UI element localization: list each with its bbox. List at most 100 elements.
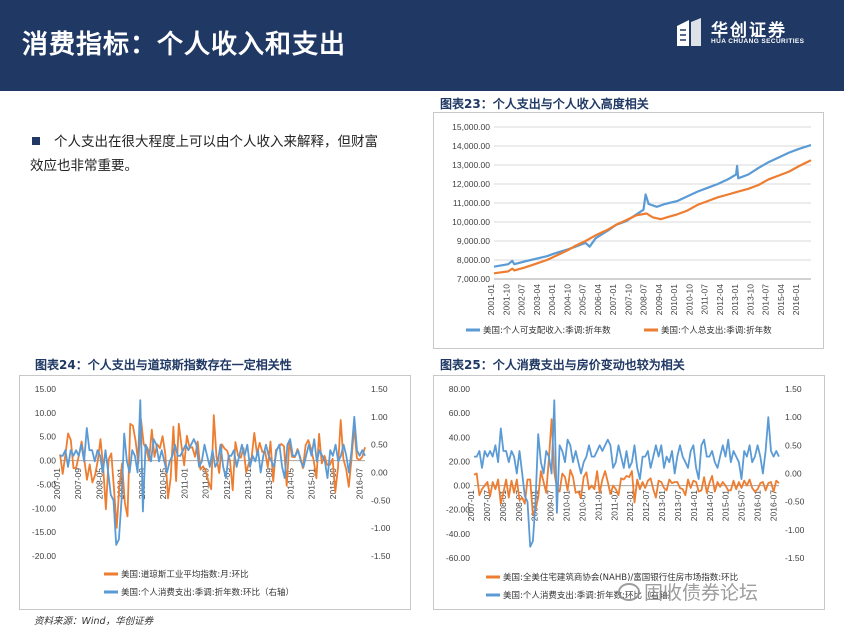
series-line-2 bbox=[474, 399, 780, 548]
x-tick-label: 2007-07 bbox=[482, 490, 492, 521]
x-tick-label: 2001-10 bbox=[501, 284, 511, 315]
series-line-1 bbox=[59, 414, 366, 529]
header-bar: 消费指标：个人收入和支出 华创证券 HUA CHUANG SECURITIES bbox=[0, 0, 844, 91]
x-tick-label: 2002-07 bbox=[517, 284, 527, 315]
y2-tick-label: 1.00 bbox=[785, 412, 802, 422]
x-tick-label: 2015-09 bbox=[328, 468, 338, 499]
x-tick-label: 2011-09 bbox=[201, 468, 211, 499]
x-tick-label: 2010-01 bbox=[562, 490, 572, 521]
chart25-svg: 80.00 60.00 40.00 20.00 0.00 -20.00 -40.00 -60.… bbox=[446, 384, 805, 601]
x-tick-label: 2013-01 bbox=[657, 490, 667, 521]
x-tick-label: 2011-01 bbox=[593, 490, 603, 521]
y2-tick-label: 0.00 bbox=[785, 469, 802, 479]
x-tick-label: 2005-07 bbox=[578, 284, 588, 315]
legend-label-1: 美国:个人可支配收入:季调:折年数 bbox=[483, 325, 611, 336]
y-tick-label: 13,000.00 bbox=[452, 160, 490, 170]
y-tick-label: 10.00 bbox=[35, 408, 57, 418]
x-tick-label: 2003-04 bbox=[532, 284, 542, 315]
watermark: 固收债券论坛 bbox=[618, 578, 758, 605]
page-title: 消费指标：个人收入和支出 bbox=[22, 30, 347, 60]
x-tick-label: 2016-07 bbox=[354, 468, 364, 499]
x-tick-label: 2007-01 bbox=[608, 284, 618, 315]
legend-label-1: 美国:全美住宅建筑商协会(NAHB)/富国银行住房市场指数:环比 bbox=[503, 572, 738, 583]
y2-tick-label: -1.00 bbox=[785, 525, 805, 535]
y-tick-label: 40.00 bbox=[449, 432, 471, 442]
legend-label-2: 美国:个人消费支出:季调:折年数:环比（右轴） bbox=[121, 587, 294, 598]
bullet-point: 个人支出在很大程度上可以由个人收入来解释，但财富效应也非常重要。 bbox=[30, 130, 390, 178]
x-tick-label: 2011-07 bbox=[609, 490, 619, 521]
y2-tick-label: 0.50 bbox=[371, 440, 388, 450]
brand-subtitle: HUA CHUANG SECURITIES bbox=[711, 38, 805, 45]
x-tick-label: 2011-07 bbox=[700, 284, 710, 315]
y-tick-label: 60.00 bbox=[449, 408, 471, 418]
chart24-title: 图表24：个人支出与道琼斯指数存在一定相关性 bbox=[35, 358, 292, 372]
x-tick-label: 2014-07 bbox=[705, 490, 715, 521]
y-tick-label: -40.00 bbox=[446, 529, 470, 539]
brand-name: 华创证券 bbox=[711, 21, 787, 41]
x-tick-label: 2016-01 bbox=[753, 490, 763, 521]
chart24-panel: 15.00 10.00 5.00 0.00 -5.00 -10.00 -15.00 -20.0… bbox=[19, 375, 411, 610]
x-tick-label: 2010-05 bbox=[158, 468, 168, 499]
x-tick-label: 2011-01 bbox=[179, 468, 189, 499]
x-tick-label: 2010-10 bbox=[684, 284, 694, 315]
y-tick-label: 9,000.00 bbox=[457, 236, 490, 246]
x-tick-label: 2007-01 bbox=[52, 468, 62, 499]
series-line-1 bbox=[473, 418, 780, 516]
y-tick-label: 7,000.00 bbox=[457, 274, 490, 284]
y2-tick-label: 0.50 bbox=[785, 440, 802, 450]
y-tick-label: 14,000.00 bbox=[452, 141, 490, 151]
y2-tick-label: 1.00 bbox=[371, 412, 388, 422]
x-tick-label: 2013-07 bbox=[673, 490, 683, 521]
x-tick-label: 2015-04 bbox=[776, 284, 786, 315]
x-tick-label: 2009-04 bbox=[654, 284, 664, 315]
x-tick-label: 2006-04 bbox=[593, 284, 603, 315]
x-tick-label: 2013-01 bbox=[243, 468, 253, 499]
x-tick-label: 2012-04 bbox=[715, 284, 725, 315]
brand-logo-icon bbox=[677, 18, 701, 46]
x-tick-label: 2015-01 bbox=[721, 490, 731, 521]
legend-label-2: 美国:个人总支出:季调:折年数 bbox=[661, 325, 772, 336]
y2-tick-label: 0.00 bbox=[371, 468, 388, 478]
y-tick-label: 15.00 bbox=[35, 384, 57, 394]
y2-tick-label: 1.50 bbox=[785, 384, 802, 394]
y2-tick-label: -1.00 bbox=[371, 523, 391, 533]
y-tick-label: -20.00 bbox=[446, 505, 470, 515]
y-tick-label: 0.00 bbox=[453, 481, 470, 491]
chart25-title: 图表25：个人消费支出与房价变动也较为相关 bbox=[440, 358, 685, 372]
y-tick-label: 5.00 bbox=[39, 432, 56, 442]
y2-tick-label: -0.50 bbox=[371, 495, 391, 505]
x-tick-label: 2015-07 bbox=[737, 490, 747, 521]
y-tick-label: -5.00 bbox=[37, 479, 57, 489]
legend-label-2: 美国:个人消费支出:季调:折年数:环比（右轴） bbox=[503, 590, 676, 601]
bullet-text: 个人支出在很大程度上可以由个人收入来解释，但财富效应也非常重要。 bbox=[30, 134, 378, 174]
wechat-icon bbox=[618, 583, 640, 601]
x-tick-label: 2008-05 bbox=[94, 468, 104, 499]
x-tick-label: 2009-01 bbox=[116, 468, 126, 499]
x-tick-label: 2007-10 bbox=[623, 284, 633, 315]
y2-tick-label: -1.50 bbox=[785, 553, 805, 563]
x-tick-label: 2004-10 bbox=[562, 284, 572, 315]
y-tick-label: 8,000.00 bbox=[457, 255, 490, 265]
x-tick-label: 2014-05 bbox=[285, 468, 295, 499]
watermark-text: 固收债券论坛 bbox=[644, 582, 759, 604]
y-tick-label: 11,000.00 bbox=[453, 198, 490, 208]
x-tick-label: 2015-01 bbox=[307, 468, 317, 499]
legend-label-1: 美国:道琼斯工业平均指数:月:环比 bbox=[121, 569, 249, 580]
x-tick-label: 2012-07 bbox=[641, 490, 651, 521]
x-tick-label: 2016-01 bbox=[791, 284, 801, 315]
x-tick-label: 2013-09 bbox=[264, 468, 274, 499]
chart24-svg: 15.00 10.00 5.00 0.00 -5.00 -10.00 -15.00 -20.0… bbox=[32, 384, 391, 598]
y-tick-label: 12,000.00 bbox=[452, 179, 490, 189]
series-line-2 bbox=[60, 399, 366, 546]
x-tick-label: 2008-07 bbox=[514, 490, 524, 521]
y-tick-label: 15,000.00 bbox=[452, 122, 490, 132]
x-tick-label: 2012-01 bbox=[625, 490, 635, 521]
series-line-2 bbox=[493, 159, 812, 275]
chart23-title: 图表23：个人支出与个人收入高度相关 bbox=[440, 97, 649, 111]
y-tick-label: -10.00 bbox=[32, 503, 56, 513]
x-tick-label: 2008-01 bbox=[498, 490, 508, 521]
x-tick-label: 2014-01 bbox=[689, 490, 699, 521]
y-tick-label: -20.00 bbox=[32, 551, 56, 561]
y2-tick-label: -1.50 bbox=[371, 551, 391, 561]
x-tick-label: 2012-05 bbox=[222, 468, 232, 499]
